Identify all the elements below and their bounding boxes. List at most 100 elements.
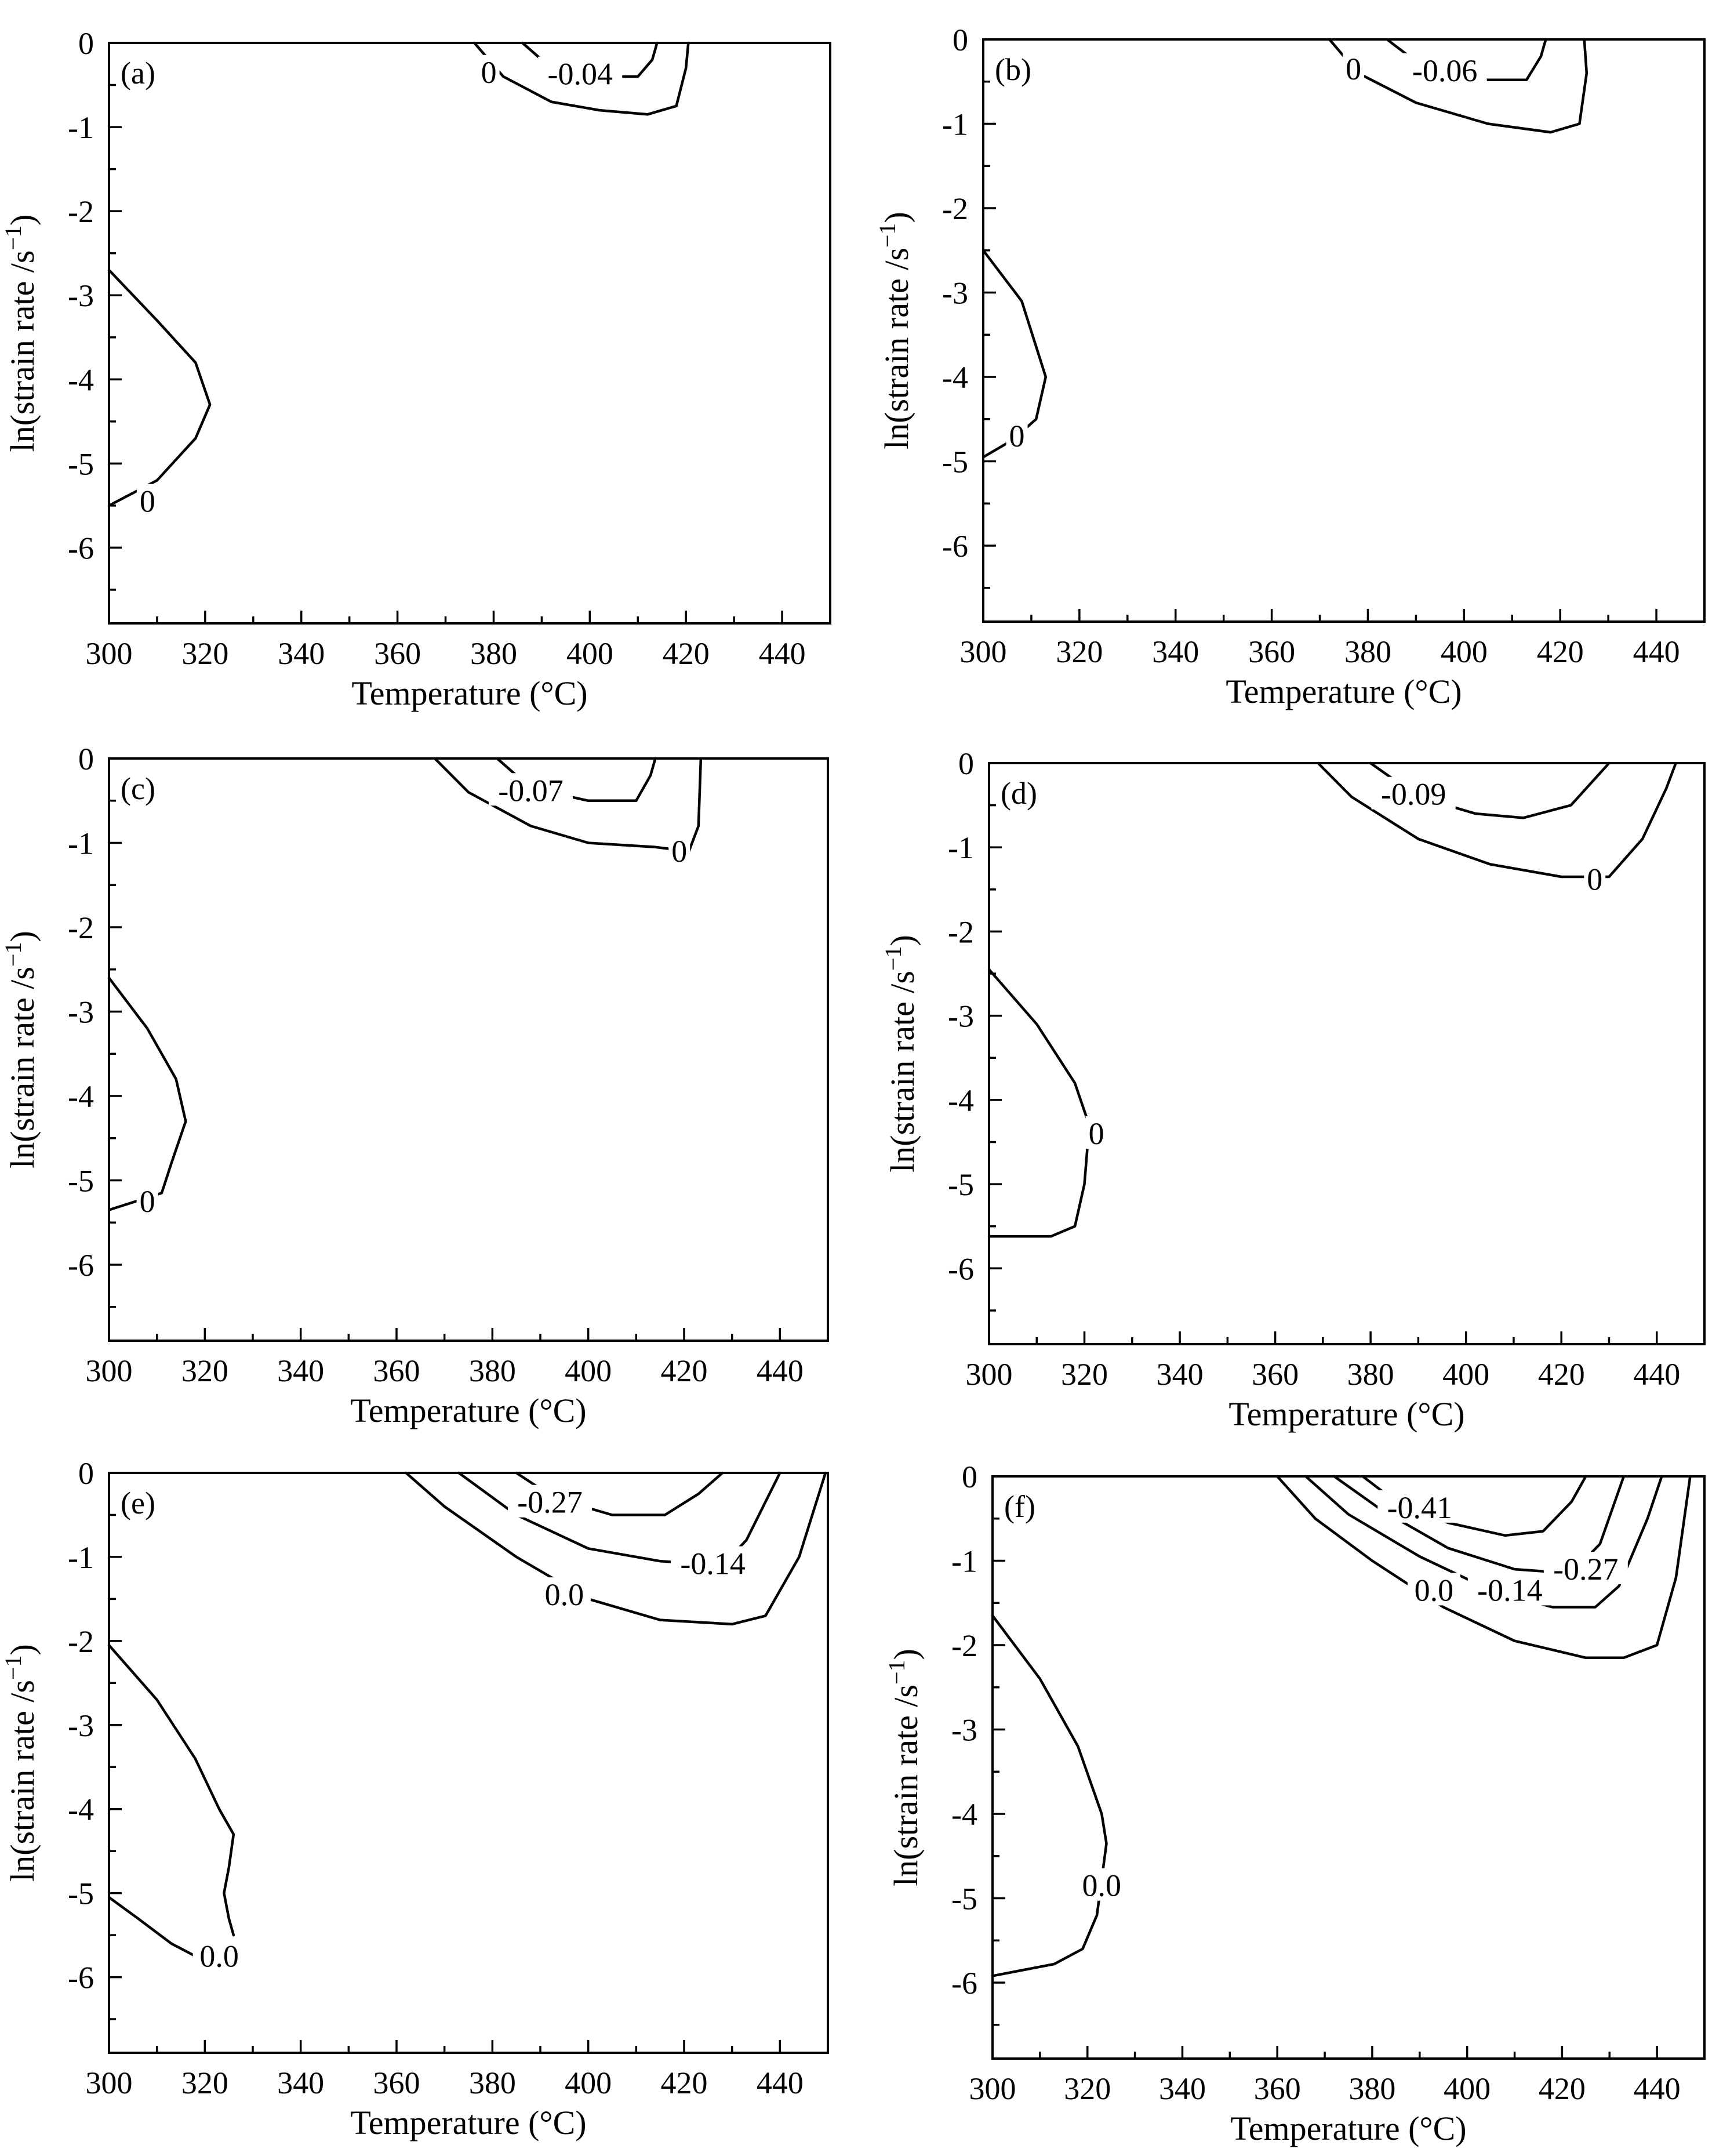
- plot-frame: [991, 1475, 1706, 2060]
- y-axis-title-superscript: −1: [0, 942, 26, 967]
- y-axis-title: ln(strain rate /s−1): [0, 215, 41, 452]
- contour-line-0: [1317, 761, 1677, 879]
- x-tick-label: 420: [661, 1353, 708, 1388]
- x-tick-label: 320: [181, 2066, 228, 2100]
- contour-line-0: [987, 968, 1091, 1238]
- y-axis-title-close: ): [3, 931, 41, 942]
- contour-label: 0: [140, 484, 155, 519]
- x-tick-label: 420: [1537, 634, 1584, 669]
- contour-label-background: [1085, 1116, 1107, 1149]
- contour-label: 0: [1346, 52, 1361, 86]
- contour-label-background: [488, 773, 573, 806]
- y-tick-label: 0: [962, 1460, 977, 1494]
- panel-label: (d): [1001, 776, 1037, 811]
- contour-label-background: [1407, 1573, 1460, 1606]
- panel-b: 300 320 340 360 380 400 420 440 0 -1 -2 -3 -4 -5 -6 Tem…: [874, 23, 1706, 710]
- panel-label: (f): [1004, 1489, 1035, 1524]
- contour-label-background: [538, 56, 623, 89]
- x-tick-label: 320: [181, 1353, 228, 1388]
- x-tick-label: 440: [757, 2066, 804, 2100]
- contour-label: -0.41: [1387, 1490, 1452, 1525]
- y-tick-label: 0: [953, 23, 968, 57]
- x-tick-label: 360: [1252, 1357, 1299, 1392]
- contour-line-0_0: [1275, 1475, 1692, 1660]
- x-tick-label: 360: [373, 1353, 420, 1388]
- y-tick-label: -6: [942, 529, 968, 564]
- x-tick-label: 380: [1344, 634, 1391, 669]
- x-tick-label: 400: [565, 1353, 612, 1388]
- x-tick-label: 440: [757, 1353, 804, 1388]
- y-tick-label: -6: [68, 531, 94, 565]
- contour-line-0_0: [107, 1643, 235, 1937]
- plot-frame: [108, 757, 829, 1342]
- contour-line-0: [107, 268, 212, 507]
- y-tick-label: -6: [948, 1251, 974, 1286]
- contour-label-background: [1584, 862, 1606, 895]
- x-tick-label: 340: [277, 2066, 324, 2100]
- x-tick-label: 400: [566, 636, 613, 671]
- y-axis-title: ln(strain rate /s−1): [0, 1644, 41, 1882]
- contour-label: 0.0: [545, 1577, 584, 1612]
- y-tick-label: -5: [68, 1876, 94, 1911]
- contour-label: 0: [1009, 419, 1025, 453]
- contour-line-0_0: [405, 1471, 827, 1626]
- x-tick-label: 380: [1347, 1357, 1394, 1392]
- x-tick-label: 420: [1539, 2071, 1586, 2106]
- y-tick-label: -2: [68, 1624, 94, 1659]
- contour-label-background: [136, 484, 158, 517]
- x-tick-label: 420: [1538, 1357, 1585, 1392]
- x-tick-label: 360: [374, 636, 421, 671]
- x-tick-label: 300: [969, 2071, 1016, 2106]
- panel-f: 300 320 340 360 380 400 420 440 0 -1 -2 -3 -4 -5 -6 Tem…: [884, 1460, 1706, 2147]
- y-tick-label: -4: [948, 1083, 974, 1118]
- x-tick-label: 320: [1056, 634, 1103, 669]
- y-tick-label: -1: [951, 1544, 977, 1579]
- y-axis-title-close: ): [3, 1644, 41, 1655]
- y-axis-title-close: ): [887, 1649, 925, 1660]
- plot-frame: [108, 42, 831, 625]
- y-tick-label: -6: [68, 1248, 94, 1283]
- x-tick-label: 380: [1348, 2071, 1395, 2106]
- x-tick-label: 360: [1248, 634, 1295, 669]
- contour-label: 0: [481, 55, 497, 90]
- x-tick-label: 400: [1444, 2071, 1491, 2106]
- x-tick-label: 400: [1442, 1357, 1489, 1392]
- y-tick-label: -1: [68, 110, 94, 145]
- y-axis-title-main: ln(strain rate /s: [884, 971, 921, 1173]
- contour-label: 0.0: [199, 1939, 239, 1973]
- y-axis-title: ln(strain rate /s−1): [0, 931, 41, 1168]
- contour-label-background: [671, 1546, 755, 1579]
- x-tick-label: 440: [1633, 1357, 1680, 1392]
- x-tick-label: 340: [1159, 2071, 1206, 2106]
- y-axis-title-close: ): [884, 935, 921, 946]
- x-tick-label: 400: [1441, 634, 1488, 669]
- y-axis-title-superscript: −1: [0, 226, 26, 251]
- contour-label: 0.0: [1082, 1868, 1122, 1903]
- x-tick-label: 340: [1152, 634, 1199, 669]
- y-tick-label: -5: [68, 1164, 94, 1199]
- y-tick-label: -4: [68, 1079, 94, 1114]
- x-tick-label: 360: [1254, 2071, 1301, 2106]
- contour-label: 0: [1587, 862, 1602, 896]
- contour-label: 0: [1089, 1116, 1104, 1151]
- x-tick-label: 300: [960, 634, 1007, 669]
- y-tick-label: -3: [68, 278, 94, 313]
- plot-frame: [108, 1472, 829, 2054]
- y-tick-label: -3: [68, 1708, 94, 1743]
- contour-line-neg0_14: [1304, 1475, 1663, 1609]
- y-tick-label: -3: [68, 995, 94, 1030]
- y-axis-title-superscript: −1: [874, 223, 900, 248]
- contour-label: -0.14: [680, 1547, 745, 1581]
- contour-label-background: [1371, 776, 1456, 810]
- panel-a: 300 320 340 360 380 400 420 440 0 -1 -2 -3 -4 -5 -6 Tem…: [0, 26, 831, 712]
- contour-label: -0.09: [1381, 777, 1446, 812]
- plot-frame: [988, 762, 1706, 1345]
- x-tick-label: 380: [469, 1353, 516, 1388]
- x-tick-label: 300: [86, 1353, 133, 1388]
- panel-label: (e): [121, 1486, 155, 1520]
- x-tick-label: 300: [86, 2066, 133, 2100]
- contour-label-background: [478, 55, 500, 88]
- y-axis-title-main: ln(strain rate /s: [3, 967, 41, 1168]
- x-tick-label: 360: [373, 2066, 420, 2100]
- y-axis-title-superscript: −1: [880, 946, 906, 971]
